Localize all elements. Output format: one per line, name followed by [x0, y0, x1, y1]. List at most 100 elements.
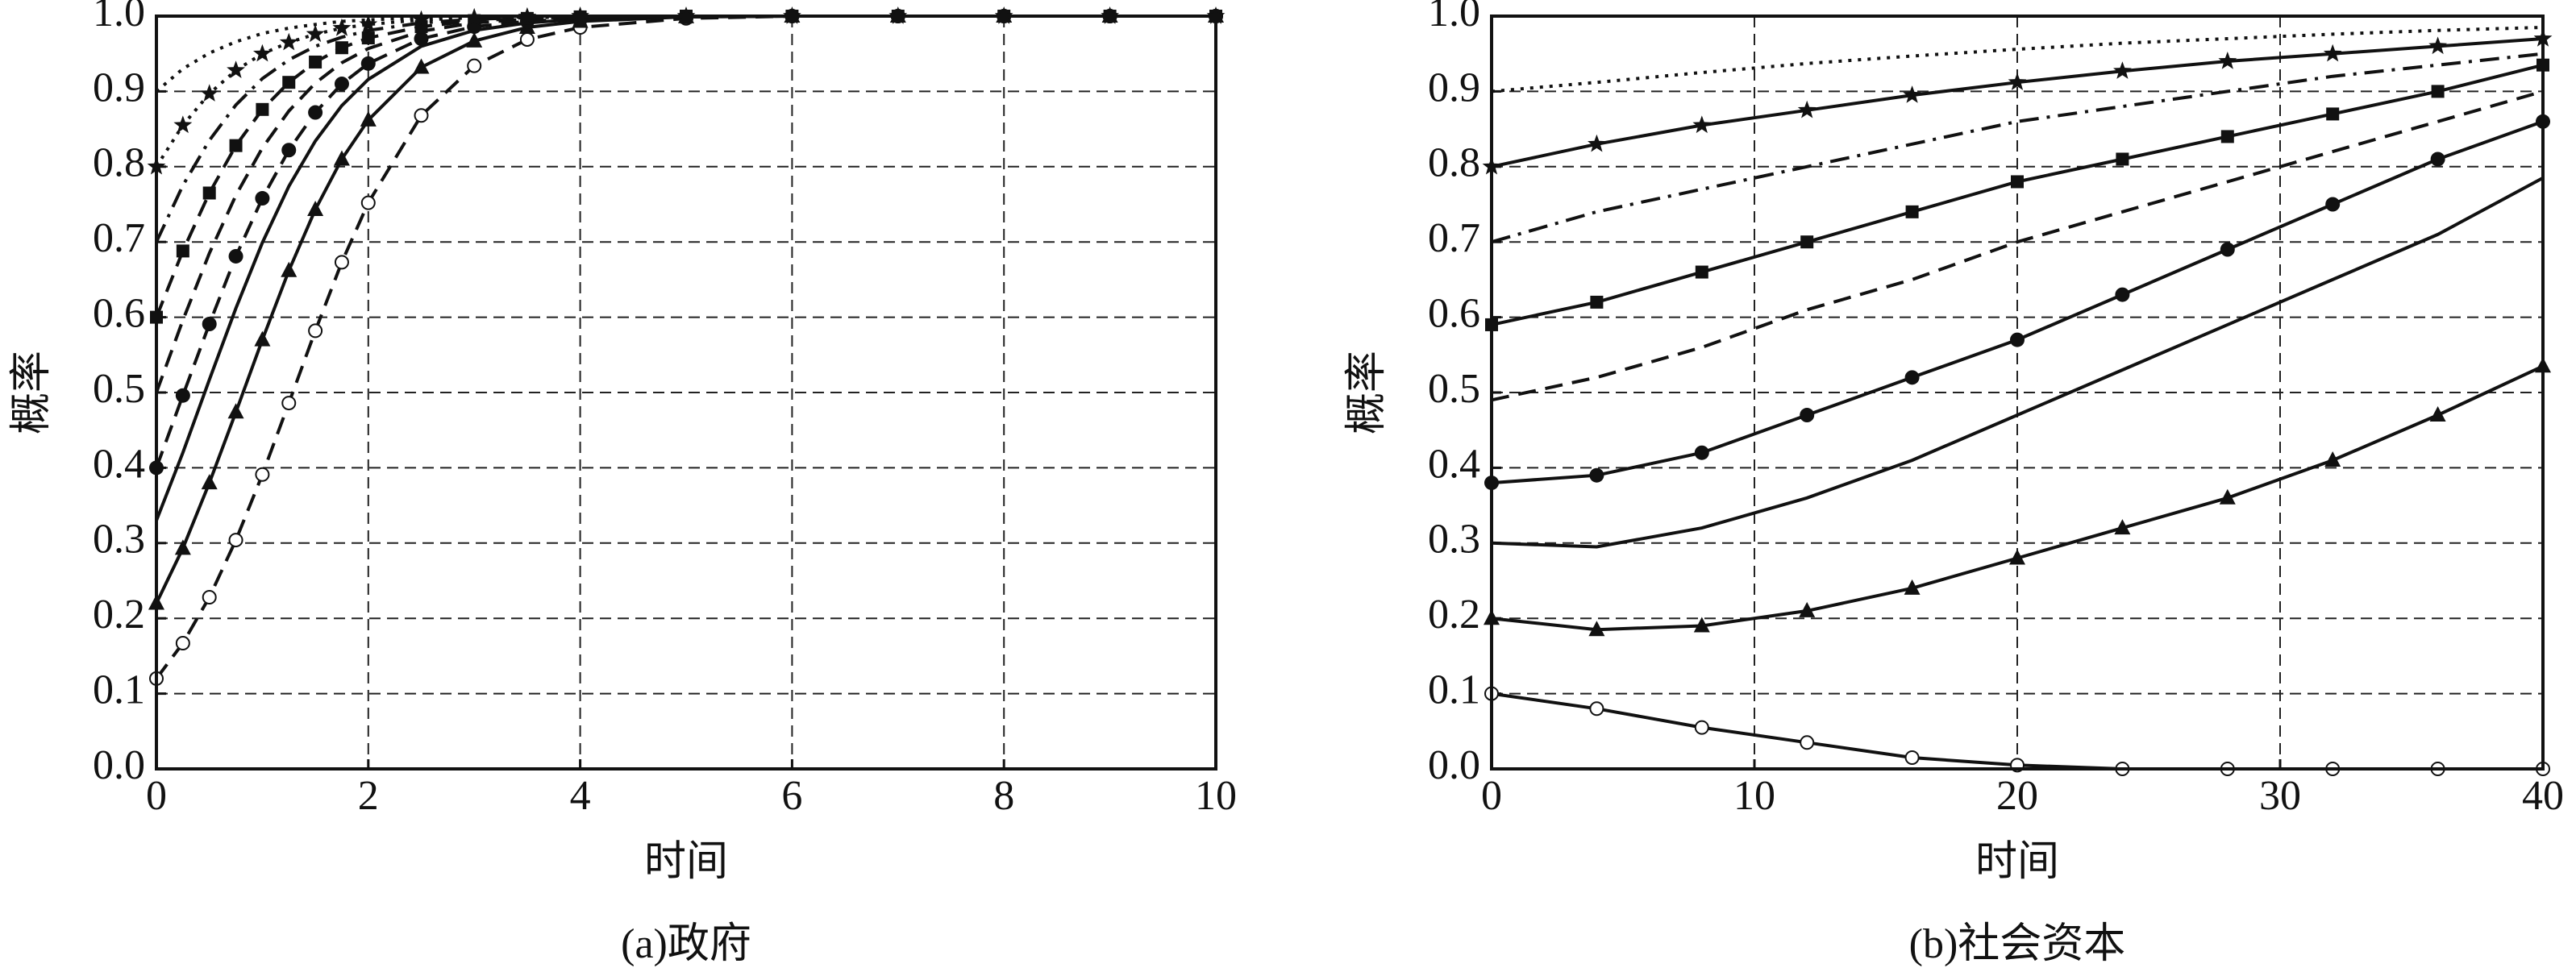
- marker: [201, 474, 218, 490]
- y-tick-label: 0.6: [1428, 291, 1480, 337]
- marker: [1903, 85, 1921, 103]
- marker: [1588, 134, 1606, 152]
- x-tick-label: 20: [1996, 773, 2038, 819]
- marker: [414, 108, 429, 123]
- marker: [1905, 205, 1919, 218]
- marker: [1800, 235, 1814, 249]
- x-tick-label: 0: [146, 773, 167, 819]
- x-axis-label: 时间: [644, 839, 728, 885]
- y-tick-label: 0.8: [93, 140, 145, 186]
- marker: [2323, 44, 2342, 62]
- y-tick-label: 0.2: [1428, 592, 1480, 638]
- marker: [202, 186, 216, 200]
- x-tick-label: 8: [993, 773, 1014, 819]
- marker: [2324, 451, 2341, 467]
- plot-frame: [155, 15, 1217, 771]
- marker: [2428, 36, 2447, 55]
- x-tick-label: 10: [1195, 773, 1237, 819]
- marker: [1694, 720, 1709, 735]
- marker: [255, 467, 270, 482]
- y-tick-label: 0.7: [1428, 215, 1480, 261]
- marker: [413, 58, 430, 74]
- marker: [467, 58, 482, 73]
- marker: [360, 195, 376, 210]
- marker: [1693, 617, 1710, 633]
- series-line: [155, 15, 1216, 521]
- y-tick-label: 0.3: [1428, 517, 1480, 563]
- marker: [2325, 197, 2341, 212]
- marker: [1589, 467, 1604, 483]
- marker: [2219, 488, 2236, 505]
- y-tick-label: 0.5: [93, 366, 145, 412]
- marker: [1590, 295, 1604, 309]
- y-tick-label: 0.2: [93, 592, 145, 638]
- marker: [414, 31, 429, 47]
- marker: [282, 76, 296, 89]
- marker: [227, 403, 244, 419]
- marker: [255, 191, 270, 206]
- caption: (b)社会资本: [1909, 921, 2126, 967]
- marker: [2218, 52, 2237, 69]
- y-axis-label: 概率: [1344, 351, 1390, 434]
- plot-frame: [1490, 15, 2545, 771]
- marker: [2116, 152, 2129, 166]
- marker: [334, 77, 349, 92]
- marker: [2009, 549, 2025, 565]
- marker: [361, 31, 375, 45]
- marker: [227, 60, 245, 78]
- series-line: [1491, 52, 2544, 244]
- marker: [308, 105, 323, 120]
- marker: [173, 115, 193, 134]
- y-tick-label: 0.3: [93, 517, 145, 563]
- marker: [1800, 408, 1815, 423]
- x-tick-label: 6: [781, 773, 802, 819]
- y-tick-label: 0.4: [1428, 441, 1480, 487]
- marker: [176, 244, 189, 258]
- y-tick-label: 0.1: [93, 667, 145, 713]
- y-tick-label: 0.4: [93, 441, 145, 487]
- marker: [253, 44, 272, 62]
- x-tick-label: 2: [358, 773, 379, 819]
- marker: [200, 84, 219, 102]
- marker: [1904, 370, 1920, 385]
- y-tick-label: 0.9: [1428, 64, 1480, 110]
- series-line: [1491, 89, 2544, 402]
- marker: [1904, 579, 1921, 595]
- marker: [308, 323, 323, 339]
- series-line: [155, 15, 1216, 469]
- caption: (a)政府: [621, 921, 751, 967]
- marker: [175, 636, 190, 651]
- marker: [1589, 701, 1604, 717]
- marker: [360, 110, 377, 127]
- y-tick-label: 0.0: [93, 742, 145, 788]
- y-tick-label: 0.8: [1428, 140, 1480, 186]
- marker: [174, 539, 191, 555]
- marker: [281, 396, 297, 411]
- y-axis-label: 概率: [9, 351, 55, 434]
- marker: [1904, 750, 1920, 765]
- marker: [332, 18, 352, 36]
- marker: [229, 139, 243, 152]
- y-tick-label: 0.1: [1428, 667, 1480, 713]
- x-axis-label: 时间: [1975, 839, 2059, 885]
- marker: [256, 102, 269, 116]
- y-tick-label: 0.5: [1428, 366, 1480, 412]
- marker: [254, 330, 271, 347]
- marker: [2115, 287, 2130, 302]
- marker: [333, 150, 350, 166]
- marker: [202, 590, 217, 605]
- marker: [1588, 621, 1605, 637]
- marker: [519, 31, 535, 47]
- marker: [2326, 107, 2340, 121]
- marker: [281, 261, 298, 277]
- marker: [1799, 601, 1816, 617]
- marker: [360, 56, 376, 71]
- marker: [279, 32, 298, 51]
- marker: [228, 248, 243, 264]
- marker: [1800, 735, 1815, 750]
- series-line: [1491, 177, 2544, 549]
- marker: [2113, 61, 2132, 79]
- marker: [2114, 519, 2131, 535]
- marker: [281, 143, 297, 158]
- marker: [2430, 152, 2445, 167]
